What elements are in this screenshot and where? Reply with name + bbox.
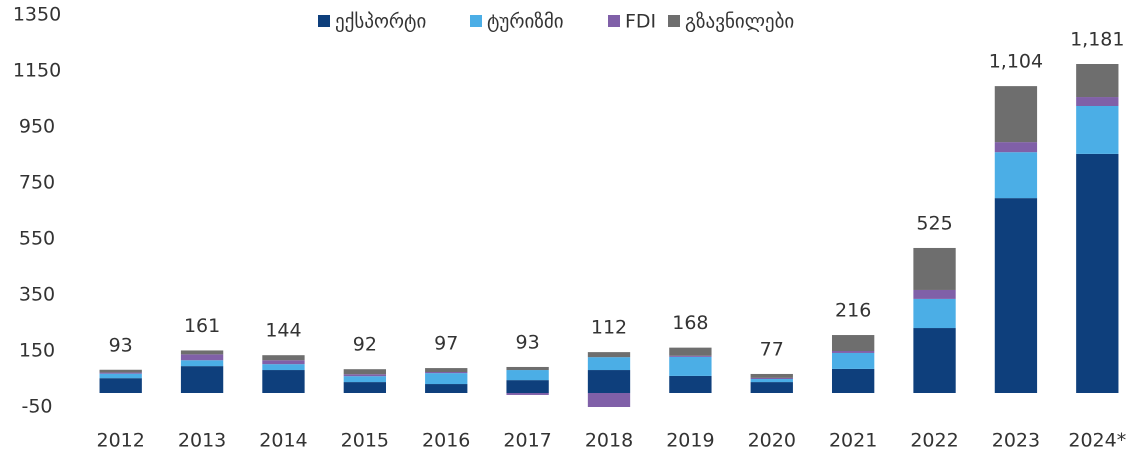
legend-label: გზავნილები: [685, 11, 794, 33]
legend-swatch: [608, 15, 620, 27]
x-tick-label: 2024*: [1068, 430, 1126, 452]
bar-segment: [831, 351, 875, 353]
bar-segment: [343, 376, 387, 383]
bar-segment: [262, 370, 305, 393]
bar-segment: [913, 247, 956, 290]
total-label: 161: [184, 315, 220, 337]
bar-segment: [669, 347, 712, 356]
bar-segment: [913, 298, 956, 329]
y-tick-label: 750: [19, 172, 55, 194]
y-tick-label: 950: [19, 116, 55, 138]
total-label: 77: [760, 338, 784, 360]
total-label: 168: [672, 312, 708, 334]
y-tick-label: 150: [19, 340, 55, 362]
bar-segment: [425, 372, 468, 374]
bar-segment: [99, 378, 142, 393]
bar-segment: [99, 373, 142, 379]
bar-segment: [180, 350, 224, 355]
bar-segment: [425, 373, 468, 385]
x-tick-label: 2021: [829, 430, 877, 452]
x-tick-label: 2012: [97, 430, 145, 452]
bar-segment: [750, 373, 793, 378]
total-label: 525: [916, 212, 952, 234]
bar-segment: [343, 382, 387, 393]
x-tick-label: 2017: [503, 430, 551, 452]
total-label: 1,181: [1070, 29, 1124, 51]
y-tick-label: 1350: [13, 4, 61, 26]
total-label: 93: [109, 334, 133, 356]
x-tick-label: 2019: [666, 430, 714, 452]
y-tick-label: 1150: [13, 60, 61, 82]
bar-segment: [1076, 97, 1119, 106]
y-tick-label: 550: [19, 228, 55, 250]
bar-segment: [180, 360, 224, 367]
bar-segment: [831, 352, 875, 369]
bar-segment: [506, 380, 549, 393]
bar-segment: [1076, 153, 1119, 393]
bar-segment: [1076, 64, 1119, 98]
bar-segment: [262, 355, 305, 361]
bar-segment: [913, 328, 956, 393]
y-tick-label: 350: [19, 284, 55, 306]
total-label: 144: [265, 320, 301, 342]
bar-segment: [180, 354, 224, 361]
bar-segment: [831, 368, 875, 393]
x-tick-label: 2014: [259, 430, 307, 452]
bar-segment: [262, 360, 305, 365]
bar-segment: [831, 335, 875, 351]
bar-segment: [506, 370, 549, 381]
bar-segment: [750, 377, 793, 379]
bar-segment: [750, 379, 793, 383]
total-label: 97: [434, 333, 458, 355]
total-label: 112: [591, 317, 627, 339]
bar-segment: [587, 370, 631, 393]
bar-segment: [262, 364, 305, 371]
legend-label: FDI: [625, 11, 656, 33]
total-label: 92: [353, 334, 377, 356]
x-tick-label: 2020: [748, 430, 796, 452]
bar-segment: [425, 384, 468, 393]
bar-segment: [99, 369, 142, 373]
x-tick-label: 2018: [585, 430, 633, 452]
total-label: 93: [516, 331, 540, 353]
bar-segment: [506, 393, 549, 395]
bar-segment: [994, 142, 1038, 153]
bar-segment: [994, 198, 1038, 393]
bar-segment: [994, 86, 1038, 143]
bar-segment: [669, 375, 712, 393]
bar-segment: [669, 355, 712, 357]
legend-swatch: [318, 15, 330, 27]
bar-segment: [343, 369, 387, 375]
legend-swatch: [470, 15, 482, 27]
x-tick-label: 2013: [178, 430, 226, 452]
legend-swatch: [668, 15, 680, 27]
legend-label: ტურიზმი: [487, 11, 564, 33]
bar-segment: [913, 289, 956, 299]
legend-label: ექსპორტი: [335, 11, 426, 33]
y-tick-label: -50: [21, 396, 52, 418]
x-tick-label: 2022: [910, 430, 958, 452]
bar-segment: [425, 368, 468, 372]
bar-segment: [180, 366, 224, 393]
bar-segment: [587, 393, 631, 407]
bar-segment: [587, 357, 631, 371]
total-label: 216: [835, 300, 871, 322]
bar-segment: [750, 382, 793, 393]
bar-segment: [99, 372, 142, 374]
total-label: 1,104: [989, 51, 1043, 73]
bar-segment: [994, 152, 1038, 199]
bar-segment: [587, 352, 631, 358]
x-tick-label: 2016: [422, 430, 470, 452]
x-tick-label: 2015: [341, 430, 389, 452]
bar-segment: [669, 356, 712, 376]
bar-segment: [343, 374, 387, 377]
bar-segment: [506, 366, 549, 371]
bar-segment: [1076, 106, 1119, 154]
x-tick-label: 2023: [992, 430, 1040, 452]
